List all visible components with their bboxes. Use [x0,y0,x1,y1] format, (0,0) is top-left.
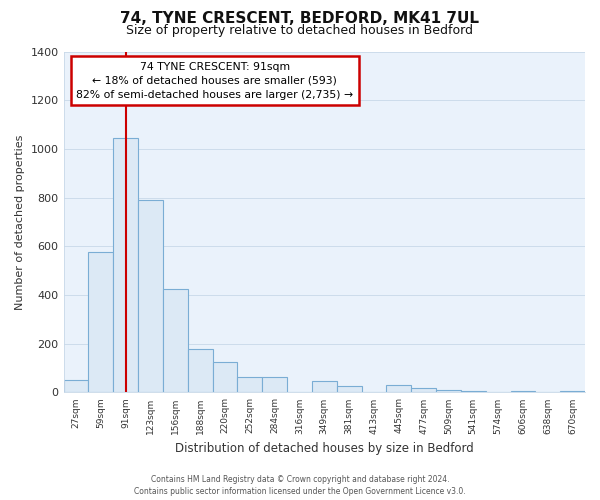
Bar [337,386,362,392]
Bar [113,138,138,392]
Bar [436,390,461,392]
Text: Contains HM Land Registry data © Crown copyright and database right 2024.
Contai: Contains HM Land Registry data © Crown c… [134,475,466,496]
X-axis label: Distribution of detached houses by size in Bedford: Distribution of detached houses by size … [175,442,473,455]
Bar [461,391,485,392]
Bar [386,385,411,392]
Bar [212,362,238,392]
Bar [511,391,535,392]
Bar [262,376,287,392]
Text: 74, TYNE CRESCENT, BEDFORD, MK41 7UL: 74, TYNE CRESCENT, BEDFORD, MK41 7UL [121,11,479,26]
Bar [411,388,436,392]
Bar [64,380,88,392]
Text: 74 TYNE CRESCENT: 91sqm
← 18% of detached houses are smaller (593)
82% of semi-d: 74 TYNE CRESCENT: 91sqm ← 18% of detache… [76,62,353,100]
Bar [560,391,585,392]
Bar [163,289,188,393]
Bar [188,348,212,393]
Bar [138,200,163,392]
Bar [88,252,113,392]
Y-axis label: Number of detached properties: Number of detached properties [15,134,25,310]
Text: Size of property relative to detached houses in Bedford: Size of property relative to detached ho… [127,24,473,37]
Bar [312,380,337,392]
Bar [238,376,262,392]
